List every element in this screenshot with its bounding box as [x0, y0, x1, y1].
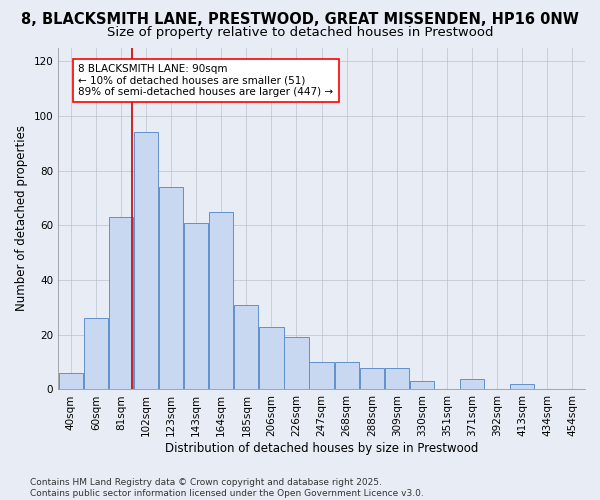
Bar — [335, 362, 359, 390]
Bar — [59, 373, 83, 390]
Text: 8, BLACKSMITH LANE, PRESTWOOD, GREAT MISSENDEN, HP16 0NW: 8, BLACKSMITH LANE, PRESTWOOD, GREAT MIS… — [21, 12, 579, 28]
Bar — [159, 187, 183, 390]
Bar — [310, 362, 334, 390]
Bar — [410, 382, 434, 390]
Text: Size of property relative to detached houses in Prestwood: Size of property relative to detached ho… — [107, 26, 493, 39]
Text: Contains HM Land Registry data © Crown copyright and database right 2025.
Contai: Contains HM Land Registry data © Crown c… — [30, 478, 424, 498]
Bar — [209, 212, 233, 390]
Bar — [109, 217, 133, 390]
Bar — [83, 318, 108, 390]
X-axis label: Distribution of detached houses by size in Prestwood: Distribution of detached houses by size … — [165, 442, 478, 455]
Bar — [510, 384, 535, 390]
Bar — [385, 368, 409, 390]
Bar — [259, 326, 284, 390]
Bar — [234, 304, 259, 390]
Bar — [284, 338, 308, 390]
Bar — [184, 222, 208, 390]
Text: 8 BLACKSMITH LANE: 90sqm
← 10% of detached houses are smaller (51)
89% of semi-d: 8 BLACKSMITH LANE: 90sqm ← 10% of detach… — [78, 64, 334, 97]
Y-axis label: Number of detached properties: Number of detached properties — [15, 126, 28, 312]
Bar — [460, 378, 484, 390]
Bar — [134, 132, 158, 390]
Bar — [359, 368, 384, 390]
